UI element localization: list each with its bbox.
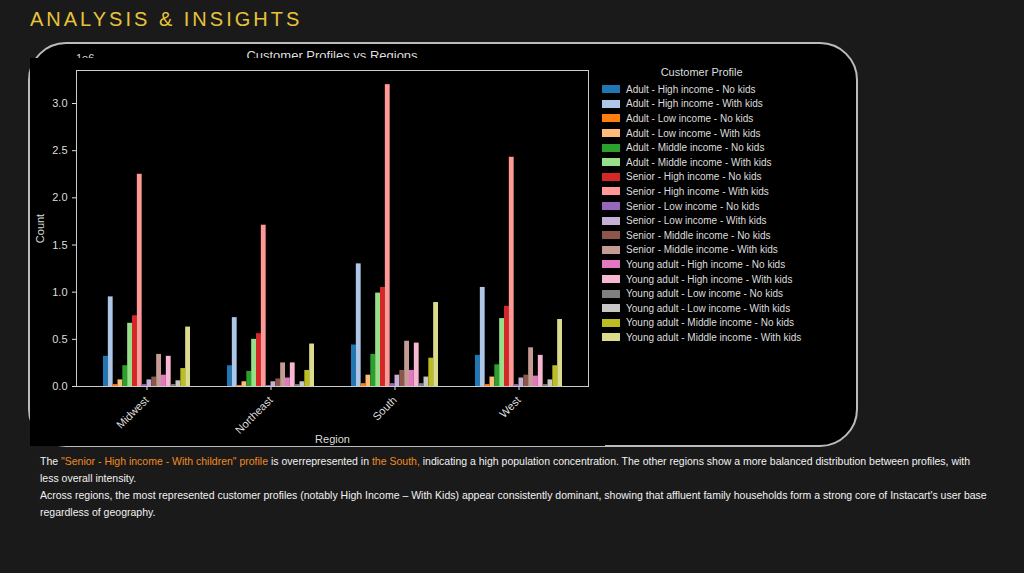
svg-text:1.0: 1.0 [52, 286, 67, 298]
svg-text:0.5: 0.5 [52, 333, 67, 345]
svg-text:2.5: 2.5 [52, 144, 67, 156]
html-text:Adult - High income - No kids: Adult - High income - No kids [626, 83, 756, 95]
svg-text:1.5: 1.5 [52, 239, 67, 251]
html-text:Young adult - Low income - No: Young adult - Low income - No kids [626, 288, 783, 300]
html-text:Senior - Low income - With kid: Senior - Low income - With kids [626, 215, 767, 227]
html-text:Senior - Low income - No kids: Senior - Low income - No kids [626, 200, 760, 212]
html-text:Senior - High income - With ki: Senior - High income - With kids [626, 186, 769, 197]
svg-text:Midwest: Midwest [114, 394, 151, 431]
html-text:Young adult - High income - No: Young adult - High income - No kids [626, 258, 786, 270]
svg-text:2.0: 2.0 [52, 191, 67, 203]
html-text:Senior - High income - No kids: Senior - High income - No kids [626, 171, 762, 183]
html-text:The "Senior - High income - Wi: The "Senior - High income - With childre… [40, 455, 971, 484]
svg-text:Region: Region [315, 433, 350, 445]
html-text:Senior - Middle income - No ki: Senior - Middle income - No kids [626, 229, 771, 241]
svg-text:0.0: 0.0 [52, 380, 67, 392]
html-text:Young adult - High income - Wi: Young adult - High income - With kids [626, 273, 793, 285]
html-text:Adult - High income - With kid: Adult - High income - With kids [626, 98, 763, 110]
html-text:Customer Profile: Customer Profile [660, 66, 743, 78]
svg-text:West: West [497, 394, 523, 420]
html-text:Adult - Middle income - With k: Adult - Middle income - With kids [626, 156, 772, 168]
html-text:Young adult - Low income - Wit: Young adult - Low income - With kids [626, 302, 791, 314]
html-text:Adult - Low income - With kids: Adult - Low income - With kids [626, 127, 761, 139]
svg-text:Count: Count [34, 214, 46, 243]
svg-text:South: South [370, 394, 399, 423]
html-text:ANALYSIS & INSIGHTS: ANALYSIS & INSIGHTS [30, 8, 303, 30]
html-text:Senior - Middle income - With: Senior - Middle income - With kids [626, 244, 778, 256]
html-text:1e6: 1e6 [76, 52, 95, 64]
html-text:Customer Profiles vs Regions: Customer Profiles vs Regions [246, 48, 418, 63]
svg-text:Northeast: Northeast [233, 394, 275, 436]
svg-text:3.0: 3.0 [52, 97, 67, 109]
html-text:Across regions, the most repre: Across regions, the most represented cus… [40, 489, 987, 518]
html-text:Young adult - Middle income -: Young adult - Middle income - With kids [626, 331, 802, 343]
html-text:Young adult - Middle income -: Young adult - Middle income - No kids [626, 317, 795, 329]
html-text:Adult - Low income - No kids: Adult - Low income - No kids [626, 113, 754, 124]
html-text:Adult - Middle income - No kid: Adult - Middle income - No kids [626, 142, 765, 154]
